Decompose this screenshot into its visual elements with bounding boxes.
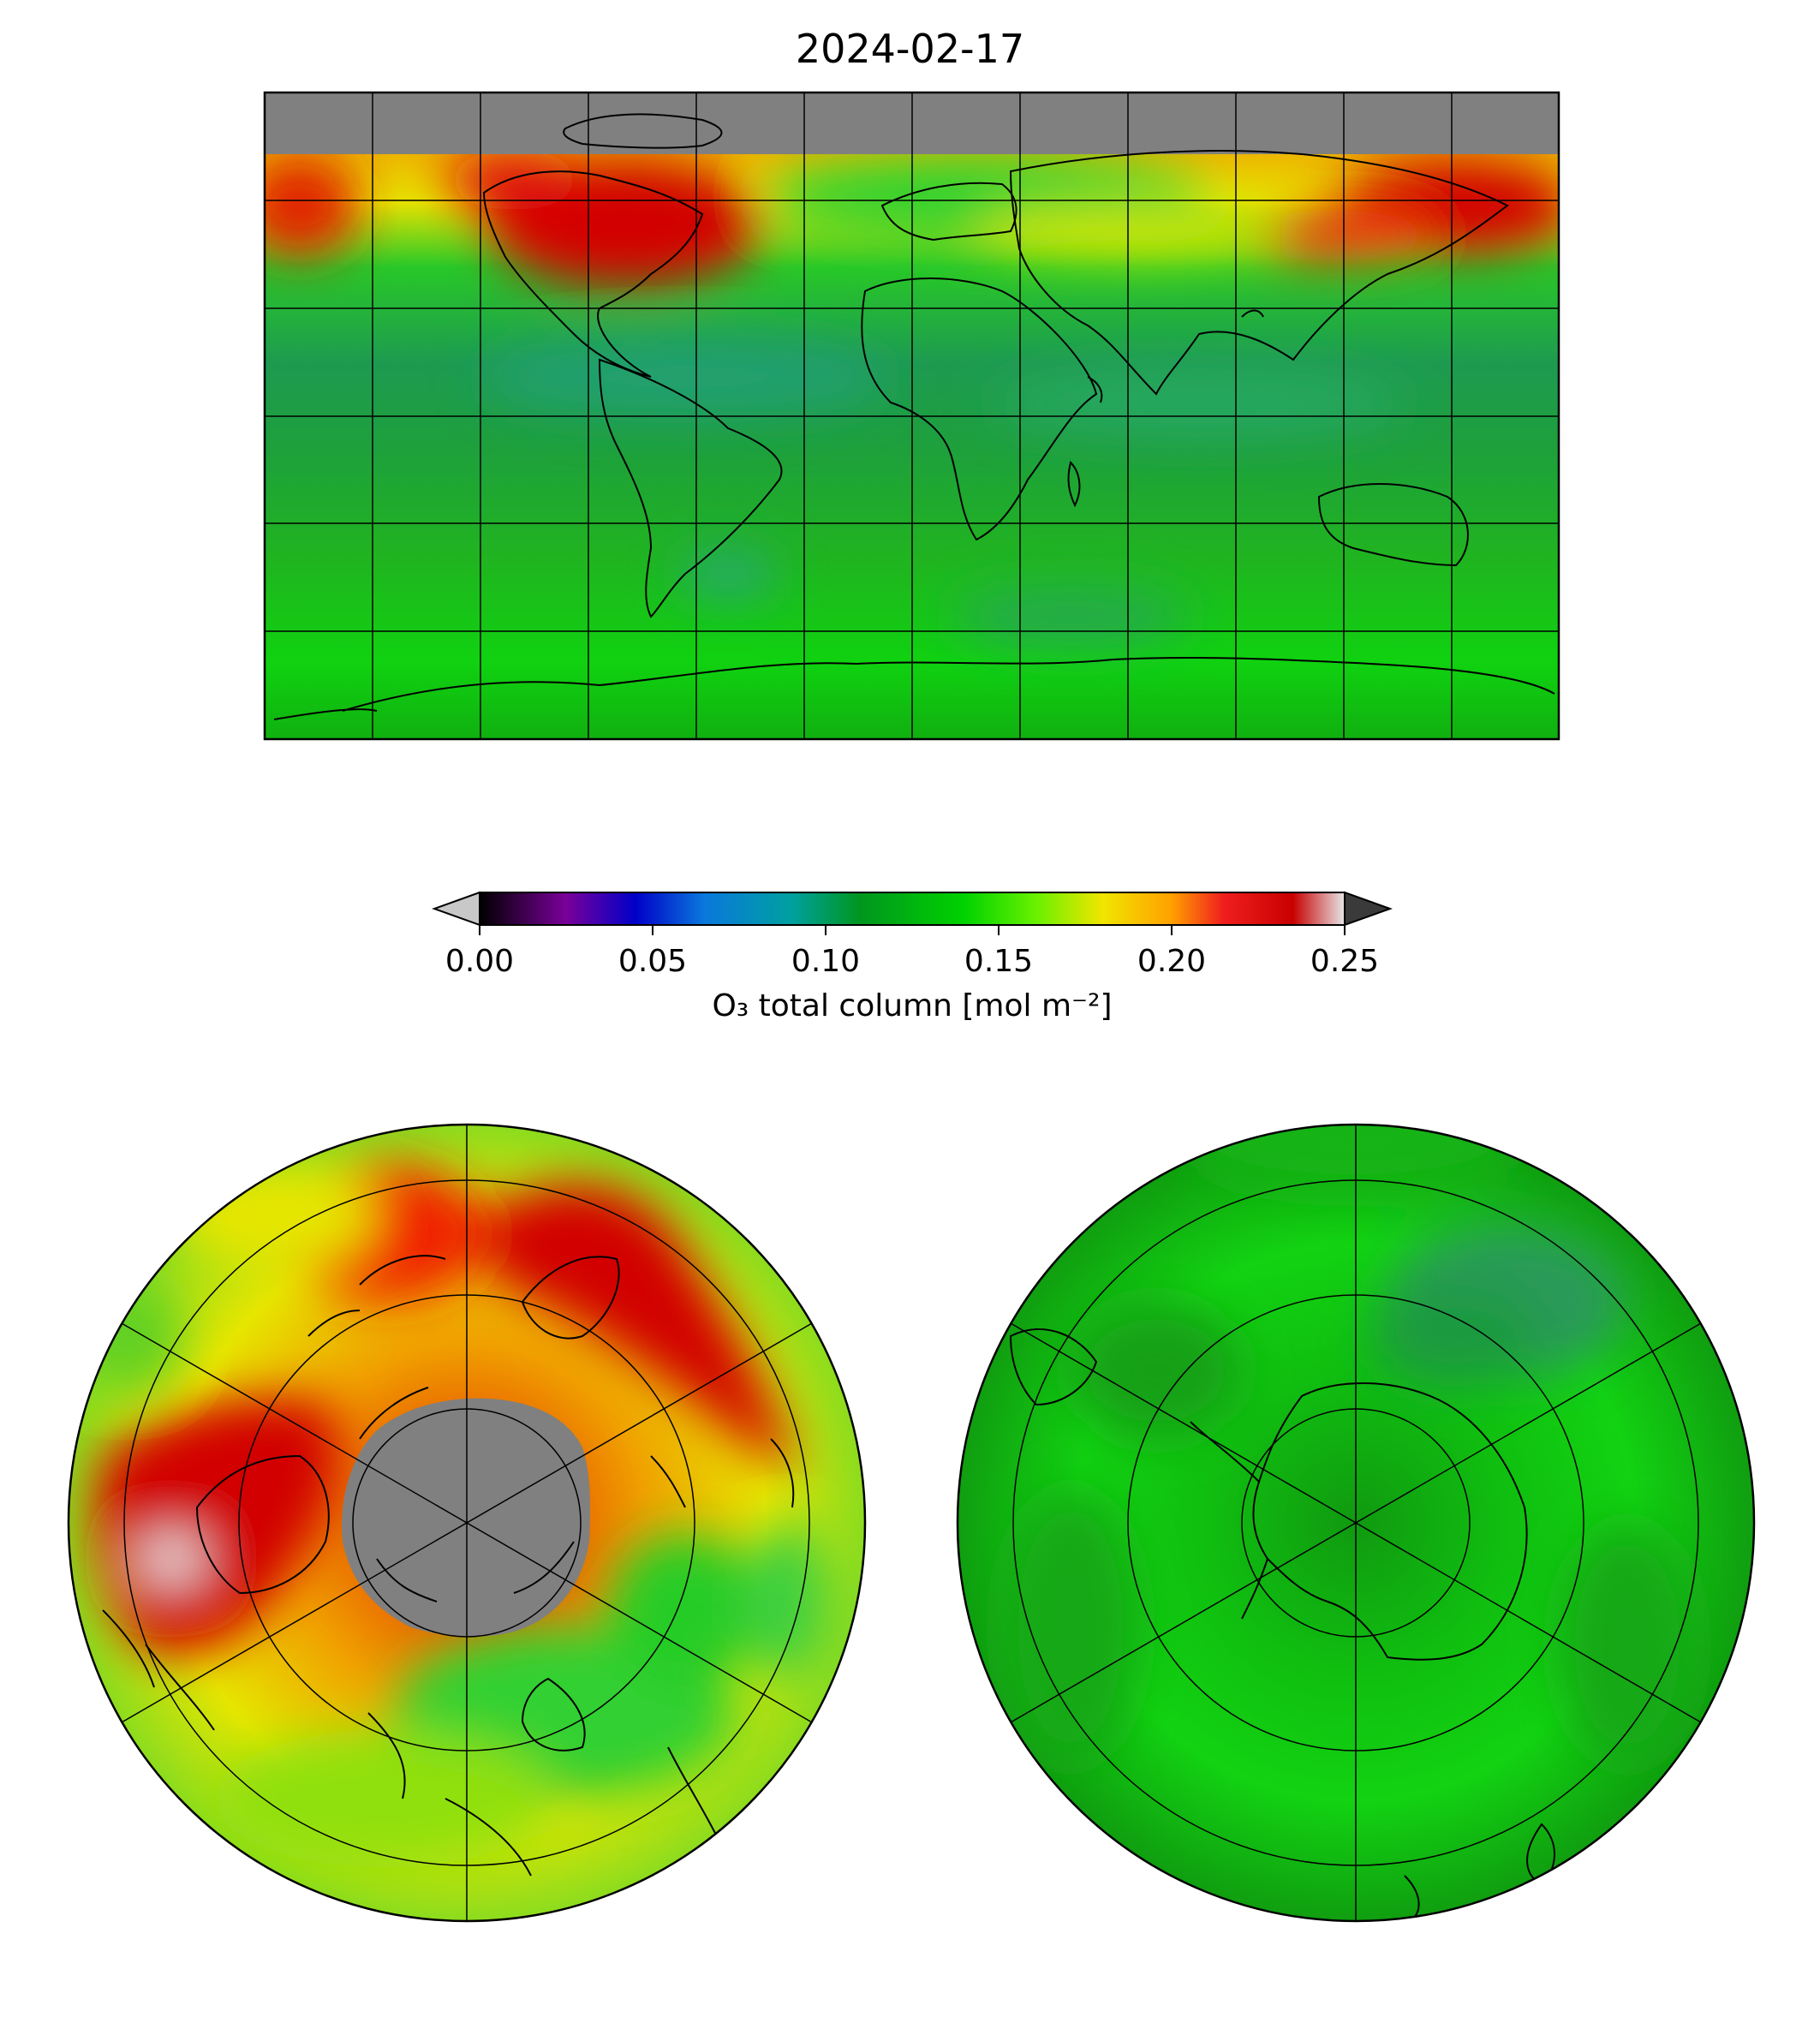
colorbar-tick-label: 0.00 [445,944,514,979]
global-coastlines [273,113,1555,720]
colorbar-under-extend [432,891,480,927]
north-ozone-features [77,1165,831,1867]
north-coastlines [102,1255,795,1877]
south-polar-frame [956,1123,1756,1923]
colorbar-body [479,892,1346,926]
colorbar-label: O₃ total column [mol m⁻²] [712,988,1112,1023]
north-graticule [121,1125,813,1921]
colorbar-tick-label: 0.15 [964,944,1033,979]
north-polar-map [69,1125,865,1921]
colorbar: 0.00 0.05 0.10 0.15 0.20 0.25 O₃ total column… [432,891,1393,1023]
global-map-frame [263,91,1560,741]
south-ozone-features [1002,1125,1696,1764]
colorbar-tick-label: 0.20 [1137,944,1206,979]
colorbar-tick-label: 0.05 [618,944,687,979]
south-polar-map [958,1125,1754,1921]
global-graticule [265,92,1559,739]
north-nodata-cap [342,1398,591,1638]
colorbar-ticks: 0.00 0.05 0.10 0.15 0.20 0.25 [445,925,1379,979]
colorbar-tick-label: 0.10 [791,944,860,979]
global-ozone-features [265,150,1559,647]
global-map [265,92,1559,739]
page-title: 2024-02-17 [795,26,1025,72]
south-graticule [1010,1125,1702,1921]
colorbar-over-extend [1344,891,1393,927]
north-polar-frame [67,1123,867,1923]
colorbar-tick-label: 0.25 [1310,944,1379,979]
